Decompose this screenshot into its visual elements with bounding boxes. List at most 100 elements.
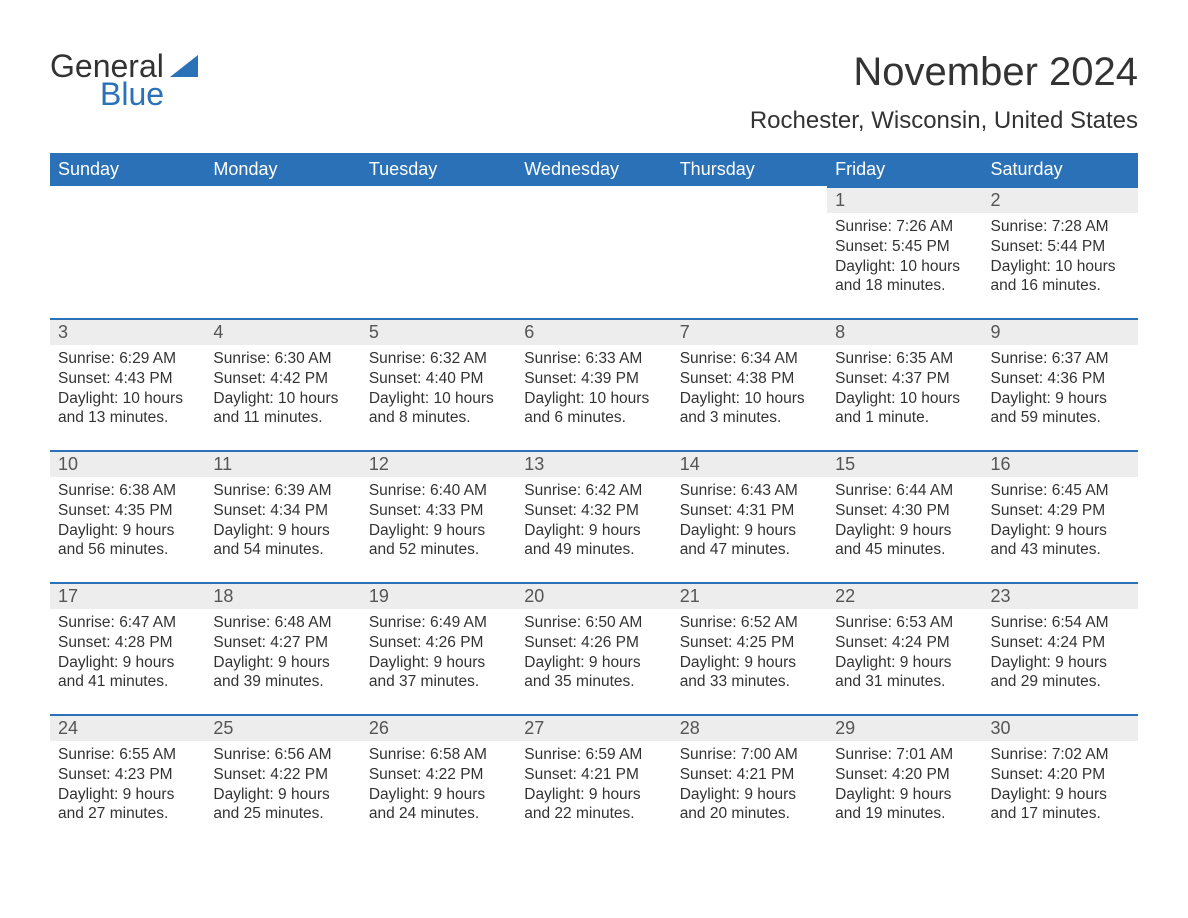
day-number: 8 xyxy=(827,318,982,345)
daylight-label: Daylight: xyxy=(524,786,584,803)
day-details: Sunrise: 6:45 AMSunset: 4:29 PMDaylight:… xyxy=(983,477,1138,564)
weekday-header: Friday xyxy=(827,153,982,186)
daylight-label: Daylight: xyxy=(213,654,273,671)
daylight-line: Daylight: 9 hours and 47 minutes. xyxy=(680,521,819,561)
daylight-label: Daylight: xyxy=(369,786,429,803)
sunrise-label: Sunrise: xyxy=(835,350,892,367)
sunset-label: Sunset: xyxy=(524,634,577,651)
daylight-line: Daylight: 9 hours and 52 minutes. xyxy=(369,521,508,561)
daylight-line: Daylight: 10 hours and 3 minutes. xyxy=(680,389,819,429)
daylight-line: Daylight: 9 hours and 31 minutes. xyxy=(835,653,974,693)
sunrise-line: Sunrise: 6:47 AM xyxy=(58,613,197,633)
sunset-value: 4:31 PM xyxy=(737,502,795,519)
calendar-day-cell: 16Sunrise: 6:45 AMSunset: 4:29 PMDayligh… xyxy=(983,450,1138,582)
sunset-line: Sunset: 4:39 PM xyxy=(524,369,663,389)
sunset-value: 4:29 PM xyxy=(1047,502,1105,519)
day-number: 11 xyxy=(205,450,360,477)
daylight-label: Daylight: xyxy=(524,522,584,539)
day-number: 3 xyxy=(50,318,205,345)
daylight-line: Daylight: 10 hours and 13 minutes. xyxy=(58,389,197,429)
sunset-value: 4:28 PM xyxy=(115,634,173,651)
sunset-label: Sunset: xyxy=(835,238,888,255)
sunrise-label: Sunrise: xyxy=(991,350,1048,367)
sunrise-value: 6:43 AM xyxy=(741,482,798,499)
sunrise-line: Sunrise: 6:45 AM xyxy=(991,481,1130,501)
sunrise-line: Sunrise: 6:59 AM xyxy=(524,745,663,765)
day-number: 9 xyxy=(983,318,1138,345)
weekday-header: Thursday xyxy=(672,153,827,186)
daylight-line: Daylight: 9 hours and 35 minutes. xyxy=(524,653,663,693)
sunrise-value: 6:42 AM xyxy=(585,482,642,499)
sunset-line: Sunset: 4:22 PM xyxy=(213,765,352,785)
sunrise-label: Sunrise: xyxy=(835,746,892,763)
sunset-value: 4:24 PM xyxy=(892,634,950,651)
sunrise-line: Sunrise: 6:49 AM xyxy=(369,613,508,633)
calendar-day-cell: 29Sunrise: 7:01 AMSunset: 4:20 PMDayligh… xyxy=(827,714,982,846)
sunrise-value: 6:59 AM xyxy=(585,746,642,763)
sunrise-value: 7:28 AM xyxy=(1052,218,1109,235)
calendar-day-cell xyxy=(361,186,516,318)
sunset-label: Sunset: xyxy=(213,766,266,783)
sunset-label: Sunset: xyxy=(835,370,888,387)
sunset-label: Sunset: xyxy=(213,502,266,519)
calendar-day-cell: 6Sunrise: 6:33 AMSunset: 4:39 PMDaylight… xyxy=(516,318,671,450)
sunrise-value: 6:38 AM xyxy=(119,482,176,499)
sunset-line: Sunset: 4:22 PM xyxy=(369,765,508,785)
sunset-value: 4:33 PM xyxy=(426,502,484,519)
daylight-label: Daylight: xyxy=(680,390,740,407)
sunrise-label: Sunrise: xyxy=(991,482,1048,499)
sunrise-label: Sunrise: xyxy=(680,350,737,367)
sunset-label: Sunset: xyxy=(58,502,111,519)
sunrise-line: Sunrise: 6:43 AM xyxy=(680,481,819,501)
daylight-line: Daylight: 9 hours and 56 minutes. xyxy=(58,521,197,561)
sunset-line: Sunset: 4:23 PM xyxy=(58,765,197,785)
daylight-line: Daylight: 10 hours and 6 minutes. xyxy=(524,389,663,429)
sunset-line: Sunset: 4:26 PM xyxy=(369,633,508,653)
day-number: 30 xyxy=(983,714,1138,741)
sunset-line: Sunset: 4:36 PM xyxy=(991,369,1130,389)
daylight-line: Daylight: 9 hours and 43 minutes. xyxy=(991,521,1130,561)
sunrise-value: 6:56 AM xyxy=(275,746,332,763)
day-number: 1 xyxy=(827,186,982,213)
sunrise-value: 6:29 AM xyxy=(119,350,176,367)
location-subtitle: Rochester, Wisconsin, United States xyxy=(750,107,1138,135)
weekday-header: Sunday xyxy=(50,153,205,186)
weekday-header: Wednesday xyxy=(516,153,671,186)
daylight-line: Daylight: 9 hours and 20 minutes. xyxy=(680,785,819,825)
sunset-value: 4:36 PM xyxy=(1047,370,1105,387)
sunset-line: Sunset: 5:45 PM xyxy=(835,237,974,257)
weekday-header: Monday xyxy=(205,153,360,186)
sunset-label: Sunset: xyxy=(524,766,577,783)
sunrise-label: Sunrise: xyxy=(369,746,426,763)
day-details: Sunrise: 6:59 AMSunset: 4:21 PMDaylight:… xyxy=(516,741,671,828)
daylight-line: Daylight: 9 hours and 33 minutes. xyxy=(680,653,819,693)
sunset-line: Sunset: 4:21 PM xyxy=(524,765,663,785)
calendar-day-cell: 22Sunrise: 6:53 AMSunset: 4:24 PMDayligh… xyxy=(827,582,982,714)
day-details: Sunrise: 7:28 AMSunset: 5:44 PMDaylight:… xyxy=(983,213,1138,300)
calendar-day-cell: 14Sunrise: 6:43 AMSunset: 4:31 PMDayligh… xyxy=(672,450,827,582)
day-number: 24 xyxy=(50,714,205,741)
sunrise-label: Sunrise: xyxy=(991,614,1048,631)
calendar-day-cell: 12Sunrise: 6:40 AMSunset: 4:33 PMDayligh… xyxy=(361,450,516,582)
daylight-label: Daylight: xyxy=(680,654,740,671)
sunrise-line: Sunrise: 6:32 AM xyxy=(369,349,508,369)
weekday-header-row: SundayMondayTuesdayWednesdayThursdayFrid… xyxy=(50,153,1138,186)
sunset-label: Sunset: xyxy=(58,634,111,651)
sunset-label: Sunset: xyxy=(213,370,266,387)
sunset-label: Sunset: xyxy=(680,502,733,519)
daylight-line: Daylight: 10 hours and 18 minutes. xyxy=(835,257,974,297)
sunset-value: 4:34 PM xyxy=(270,502,328,519)
calendar-day-cell: 1Sunrise: 7:26 AMSunset: 5:45 PMDaylight… xyxy=(827,186,982,318)
calendar-day-cell: 5Sunrise: 6:32 AMSunset: 4:40 PMDaylight… xyxy=(361,318,516,450)
sunrise-value: 6:32 AM xyxy=(430,350,487,367)
day-number: 4 xyxy=(205,318,360,345)
sunset-value: 4:21 PM xyxy=(737,766,795,783)
sunset-value: 4:24 PM xyxy=(1047,634,1105,651)
daylight-label: Daylight: xyxy=(213,786,273,803)
calendar-day-cell: 9Sunrise: 6:37 AMSunset: 4:36 PMDaylight… xyxy=(983,318,1138,450)
sunrise-line: Sunrise: 6:37 AM xyxy=(991,349,1130,369)
day-details: Sunrise: 7:26 AMSunset: 5:45 PMDaylight:… xyxy=(827,213,982,300)
sunset-line: Sunset: 4:24 PM xyxy=(991,633,1130,653)
day-details: Sunrise: 6:44 AMSunset: 4:30 PMDaylight:… xyxy=(827,477,982,564)
daylight-label: Daylight: xyxy=(991,522,1051,539)
